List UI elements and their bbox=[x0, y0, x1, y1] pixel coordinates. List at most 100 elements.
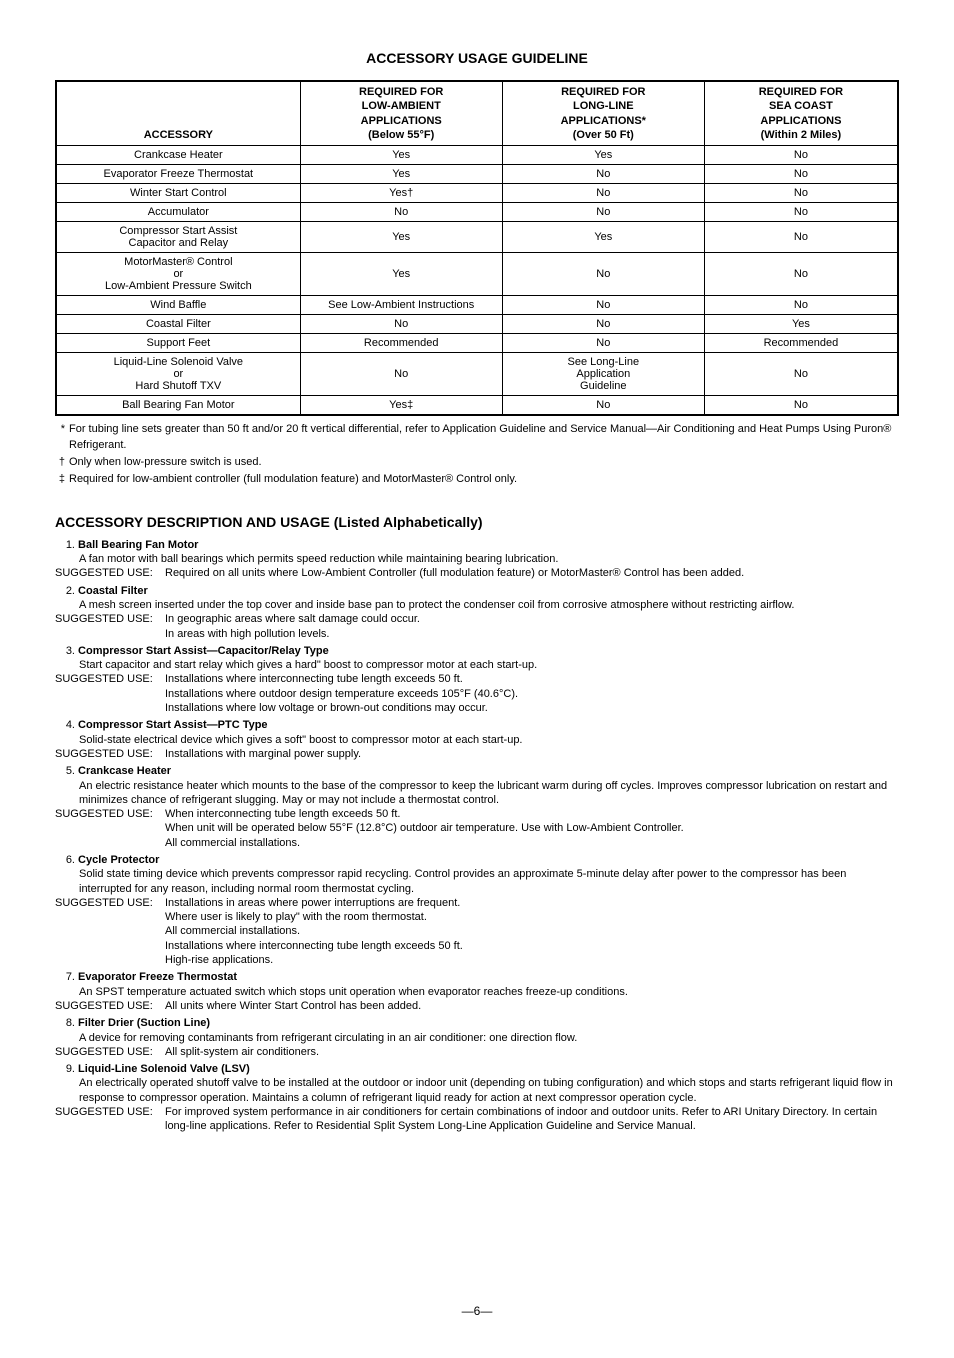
table-row: Support FeetRecommendedNoRecommended bbox=[56, 334, 898, 353]
cell-accessory: Compressor Start AssistCapacitor and Rel… bbox=[56, 222, 300, 253]
item-description: Solid state timing device which prevents… bbox=[79, 867, 899, 896]
suggested-use: SUGGESTED USE:For improved system perfor… bbox=[55, 1105, 899, 1134]
table-header-row: ACCESSORY REQUIRED FOR LOW-AMBIENT APPLI… bbox=[56, 81, 898, 146]
item-number: 5. bbox=[55, 764, 75, 778]
item-title: Coastal Filter bbox=[75, 585, 148, 597]
cell-sea-coast: No bbox=[704, 396, 898, 416]
cell-accessory: Wind Baffle bbox=[56, 296, 300, 315]
suggested-use: SUGGESTED USE:In geographic areas where … bbox=[55, 612, 899, 641]
suggested-use: SUGGESTED USE:All units where Winter Sta… bbox=[55, 999, 899, 1013]
cell-sea-coast: No bbox=[704, 296, 898, 315]
suggested-use-label: SUGGESTED USE: bbox=[55, 999, 165, 1013]
suggested-use-text: Installations with marginal power supply… bbox=[165, 747, 899, 761]
cell-low-ambient: Yes bbox=[300, 165, 502, 184]
note-symbol: * bbox=[51, 422, 65, 453]
header-accessory: ACCESSORY bbox=[56, 81, 300, 146]
cell-long-line: No bbox=[502, 253, 704, 296]
list-item: 8. Filter Drier (Suction Line)A device f… bbox=[55, 1016, 899, 1059]
suggested-use: SUGGESTED USE:Installations with margina… bbox=[55, 747, 899, 761]
suggested-use-label: SUGGESTED USE: bbox=[55, 1045, 165, 1059]
cell-sea-coast: No bbox=[704, 184, 898, 203]
table-row: Ball Bearing Fan MotorYes‡NoNo bbox=[56, 396, 898, 416]
suggested-use-label: SUGGESTED USE: bbox=[55, 807, 165, 850]
section-title: ACCESSORY DESCRIPTION AND USAGE (Listed … bbox=[55, 514, 899, 530]
cell-long-line: No bbox=[502, 203, 704, 222]
item-title: Crankcase Heater bbox=[75, 765, 171, 777]
cell-accessory: Liquid-Line Solenoid ValveorHard Shutoff… bbox=[56, 353, 300, 396]
item-number: 6. bbox=[55, 853, 75, 867]
table-row: Crankcase HeaterYesYesNo bbox=[56, 146, 898, 165]
list-item: 7. Evaporator Freeze Thermostat An SPST t… bbox=[55, 970, 899, 1013]
cell-low-ambient: No bbox=[300, 315, 502, 334]
suggested-use-text: In geographic areas where salt damage co… bbox=[165, 612, 899, 641]
item-description: An SPST temperature actuated switch whic… bbox=[79, 985, 899, 999]
item-number: 8. bbox=[55, 1016, 75, 1030]
page-number: —6— bbox=[55, 1304, 899, 1318]
cell-sea-coast: Yes bbox=[704, 315, 898, 334]
item-description: Solid-state electrical device which give… bbox=[79, 733, 899, 747]
cell-low-ambient: No bbox=[300, 203, 502, 222]
item-title: Filter Drier (Suction Line) bbox=[75, 1017, 210, 1029]
suggested-use-text: All units where Winter Start Control has… bbox=[165, 999, 899, 1013]
note-symbol: ‡ bbox=[51, 472, 65, 487]
suggested-use-label: SUGGESTED USE: bbox=[55, 1105, 165, 1134]
suggested-use-text: All split-system air conditioners. bbox=[165, 1045, 899, 1059]
item-title: Ball Bearing Fan Motor bbox=[75, 539, 198, 551]
table-row: Evaporator Freeze ThermostatYesNoNo bbox=[56, 165, 898, 184]
suggested-use-text: When interconnecting tube length exceeds… bbox=[165, 807, 899, 850]
list-item: 9. Liquid-Line Solenoid Valve (LSV)An el… bbox=[55, 1062, 899, 1133]
cell-long-line: No bbox=[502, 334, 704, 353]
cell-long-line: Yes bbox=[502, 222, 704, 253]
table-row: Wind BaffleSee Low-Ambient InstructionsN… bbox=[56, 296, 898, 315]
suggested-use: SUGGESTED USE:Installations in areas whe… bbox=[55, 896, 899, 967]
cell-sea-coast: Recommended bbox=[704, 334, 898, 353]
cell-accessory: Crankcase Heater bbox=[56, 146, 300, 165]
cell-long-line: No bbox=[502, 184, 704, 203]
item-title: Evaporator Freeze Thermostat bbox=[75, 971, 237, 983]
suggested-use-text: For improved system performance in air c… bbox=[165, 1105, 899, 1134]
suggested-use-text: Required on all units where Low-Ambient … bbox=[165, 566, 899, 580]
accessory-table: ACCESSORY REQUIRED FOR LOW-AMBIENT APPLI… bbox=[55, 80, 899, 416]
note-text: For tubing line sets greater than 50 ft … bbox=[65, 422, 899, 453]
cell-low-ambient: Yes‡ bbox=[300, 396, 502, 416]
suggested-use: SUGGESTED USE:When interconnecting tube … bbox=[55, 807, 899, 850]
note-row: ‡Required for low-ambient controller (fu… bbox=[55, 472, 899, 487]
note-row: *For tubing line sets greater than 50 ft… bbox=[55, 422, 899, 453]
list-item: 4. Compressor Start Assist—PTC TypeSolid… bbox=[55, 718, 899, 761]
suggested-use: SUGGESTED USE:All split-system air condi… bbox=[55, 1045, 899, 1059]
header-long-line: REQUIRED FOR LONG-LINE APPLICATIONS* (Ov… bbox=[502, 81, 704, 146]
cell-sea-coast: No bbox=[704, 146, 898, 165]
suggested-use-label: SUGGESTED USE: bbox=[55, 566, 165, 580]
item-number: 1. bbox=[55, 538, 75, 552]
notes-section: *For tubing line sets greater than 50 ft… bbox=[55, 422, 899, 488]
cell-low-ambient: Yes bbox=[300, 146, 502, 165]
table-row: MotorMaster® ControlorLow-Ambient Pressu… bbox=[56, 253, 898, 296]
note-row: †Only when low-pressure switch is used. bbox=[55, 455, 899, 470]
item-number: 7. bbox=[55, 970, 75, 984]
note-symbol: † bbox=[51, 455, 65, 470]
cell-accessory: Ball Bearing Fan Motor bbox=[56, 396, 300, 416]
table-row: Coastal FilterNoNoYes bbox=[56, 315, 898, 334]
suggested-use-label: SUGGESTED USE: bbox=[55, 747, 165, 761]
cell-low-ambient: Recommended bbox=[300, 334, 502, 353]
list-item: 3. Compressor Start Assist—Capacitor/Rel… bbox=[55, 644, 899, 715]
cell-low-ambient: Yes bbox=[300, 222, 502, 253]
cell-accessory: Evaporator Freeze Thermostat bbox=[56, 165, 300, 184]
cell-sea-coast: No bbox=[704, 203, 898, 222]
item-description: An electric resistance heater which moun… bbox=[79, 779, 899, 808]
cell-long-line: See Long-LineApplicationGuideline bbox=[502, 353, 704, 396]
note-text: Required for low-ambient controller (ful… bbox=[65, 472, 517, 487]
cell-sea-coast: No bbox=[704, 253, 898, 296]
item-description: A fan motor with ball bearings which per… bbox=[79, 552, 899, 566]
cell-long-line: No bbox=[502, 315, 704, 334]
header-low-ambient: REQUIRED FOR LOW-AMBIENT APPLICATIONS (B… bbox=[300, 81, 502, 146]
cell-low-ambient: Yes† bbox=[300, 184, 502, 203]
item-title: Compressor Start Assist—Capacitor/Relay … bbox=[75, 645, 329, 657]
main-title: ACCESSORY USAGE GUIDELINE bbox=[55, 50, 899, 66]
suggested-use-text: Installations where interconnecting tube… bbox=[165, 672, 899, 715]
cell-accessory: MotorMaster® ControlorLow-Ambient Pressu… bbox=[56, 253, 300, 296]
suggested-use: SUGGESTED USE:Required on all units wher… bbox=[55, 566, 899, 580]
cell-long-line: Yes bbox=[502, 146, 704, 165]
item-description: A mesh screen inserted under the top cov… bbox=[79, 598, 899, 612]
cell-low-ambient: No bbox=[300, 353, 502, 396]
